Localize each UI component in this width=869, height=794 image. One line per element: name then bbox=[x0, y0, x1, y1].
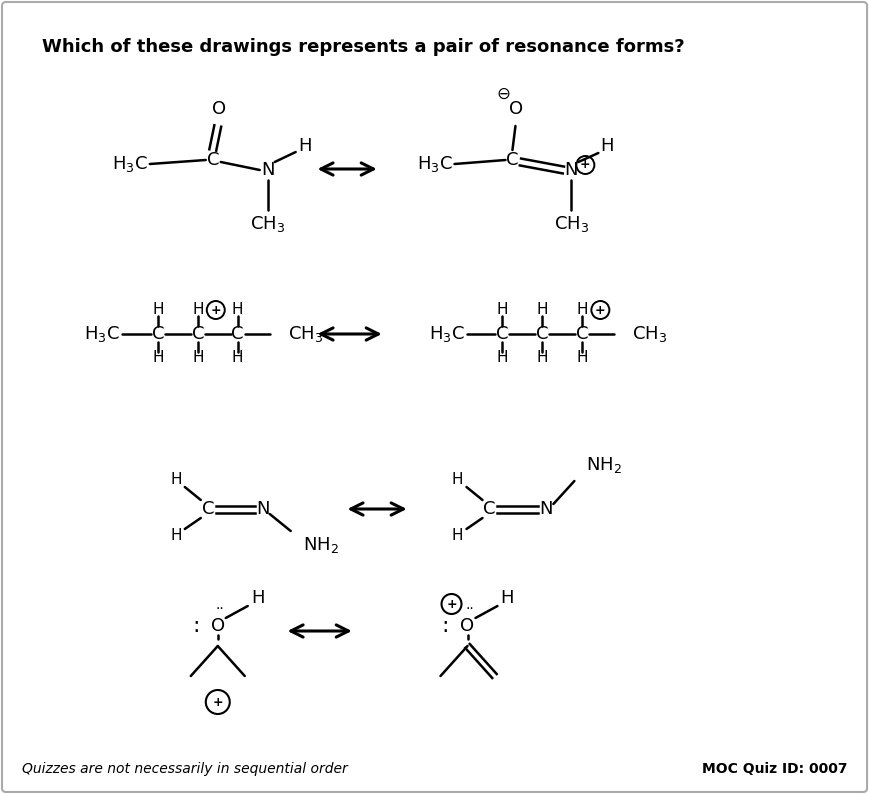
Text: H: H bbox=[451, 529, 462, 544]
Text: $\mathregular{CH_3}$: $\mathregular{CH_3}$ bbox=[632, 324, 667, 344]
Text: H: H bbox=[232, 350, 243, 365]
Text: C: C bbox=[231, 325, 243, 343]
Text: H: H bbox=[600, 137, 614, 155]
Text: C: C bbox=[506, 151, 518, 169]
Text: N: N bbox=[255, 500, 269, 518]
Text: $\mathregular{CH_3}$: $\mathregular{CH_3}$ bbox=[249, 214, 285, 234]
Text: H: H bbox=[501, 589, 514, 607]
Text: +: + bbox=[580, 159, 590, 172]
Text: $\mathregular{H_3C}$: $\mathregular{H_3C}$ bbox=[416, 154, 452, 174]
Text: Quizzes are not necessarily in sequential order: Quizzes are not necessarily in sequentia… bbox=[22, 762, 348, 776]
Text: H: H bbox=[451, 472, 462, 487]
Text: H: H bbox=[576, 303, 587, 318]
Text: :: : bbox=[441, 616, 448, 636]
Text: C: C bbox=[495, 325, 508, 343]
Text: ··: ·· bbox=[216, 602, 224, 616]
Text: Which of these drawings represents a pair of resonance forms?: Which of these drawings represents a pai… bbox=[42, 38, 684, 56]
Text: $\mathregular{NH_2}$: $\mathregular{NH_2}$ bbox=[302, 535, 338, 555]
Text: $\mathregular{H_3C}$: $\mathregular{H_3C}$ bbox=[428, 324, 464, 344]
Text: H: H bbox=[496, 350, 507, 365]
Text: +: + bbox=[210, 303, 221, 317]
Text: H: H bbox=[152, 303, 163, 318]
Text: C: C bbox=[535, 325, 548, 343]
Text: C: C bbox=[191, 325, 204, 343]
Text: C: C bbox=[575, 325, 588, 343]
Text: $\mathregular{H_3C}$: $\mathregular{H_3C}$ bbox=[112, 154, 148, 174]
Text: ⊖: ⊖ bbox=[496, 85, 510, 103]
Text: H: H bbox=[169, 529, 182, 544]
Text: $\mathregular{H_3C}$: $\mathregular{H_3C}$ bbox=[84, 324, 120, 344]
Text: +: + bbox=[446, 598, 456, 611]
Text: +: + bbox=[594, 303, 605, 317]
Text: H: H bbox=[297, 137, 311, 155]
Text: H: H bbox=[169, 472, 182, 487]
Text: O: O bbox=[460, 617, 474, 635]
Text: +: + bbox=[212, 696, 222, 708]
Text: H: H bbox=[496, 303, 507, 318]
Text: O: O bbox=[211, 100, 226, 118]
Text: C: C bbox=[151, 325, 164, 343]
Text: ··: ·· bbox=[465, 602, 474, 616]
Text: $\mathregular{CH_3}$: $\mathregular{CH_3}$ bbox=[288, 324, 322, 344]
Text: H: H bbox=[152, 350, 163, 365]
Text: H: H bbox=[192, 303, 203, 318]
Text: $\mathregular{CH_3}$: $\mathregular{CH_3}$ bbox=[554, 214, 588, 234]
Text: MOC Quiz ID: 0007: MOC Quiz ID: 0007 bbox=[700, 762, 846, 776]
Text: N: N bbox=[261, 161, 274, 179]
Text: N: N bbox=[564, 161, 578, 179]
Text: H: H bbox=[192, 350, 203, 365]
Text: O: O bbox=[509, 100, 523, 118]
Text: O: O bbox=[210, 617, 224, 635]
Text: C: C bbox=[206, 151, 219, 169]
Text: H: H bbox=[232, 303, 243, 318]
Text: H: H bbox=[250, 589, 264, 607]
Text: C: C bbox=[482, 500, 495, 518]
Text: C: C bbox=[202, 500, 214, 518]
Text: H: H bbox=[536, 303, 547, 318]
Text: H: H bbox=[576, 350, 587, 365]
Text: :: : bbox=[192, 616, 199, 636]
Text: N: N bbox=[539, 500, 553, 518]
Text: $\mathregular{NH_2}$: $\mathregular{NH_2}$ bbox=[586, 455, 621, 475]
Text: H: H bbox=[536, 350, 547, 365]
